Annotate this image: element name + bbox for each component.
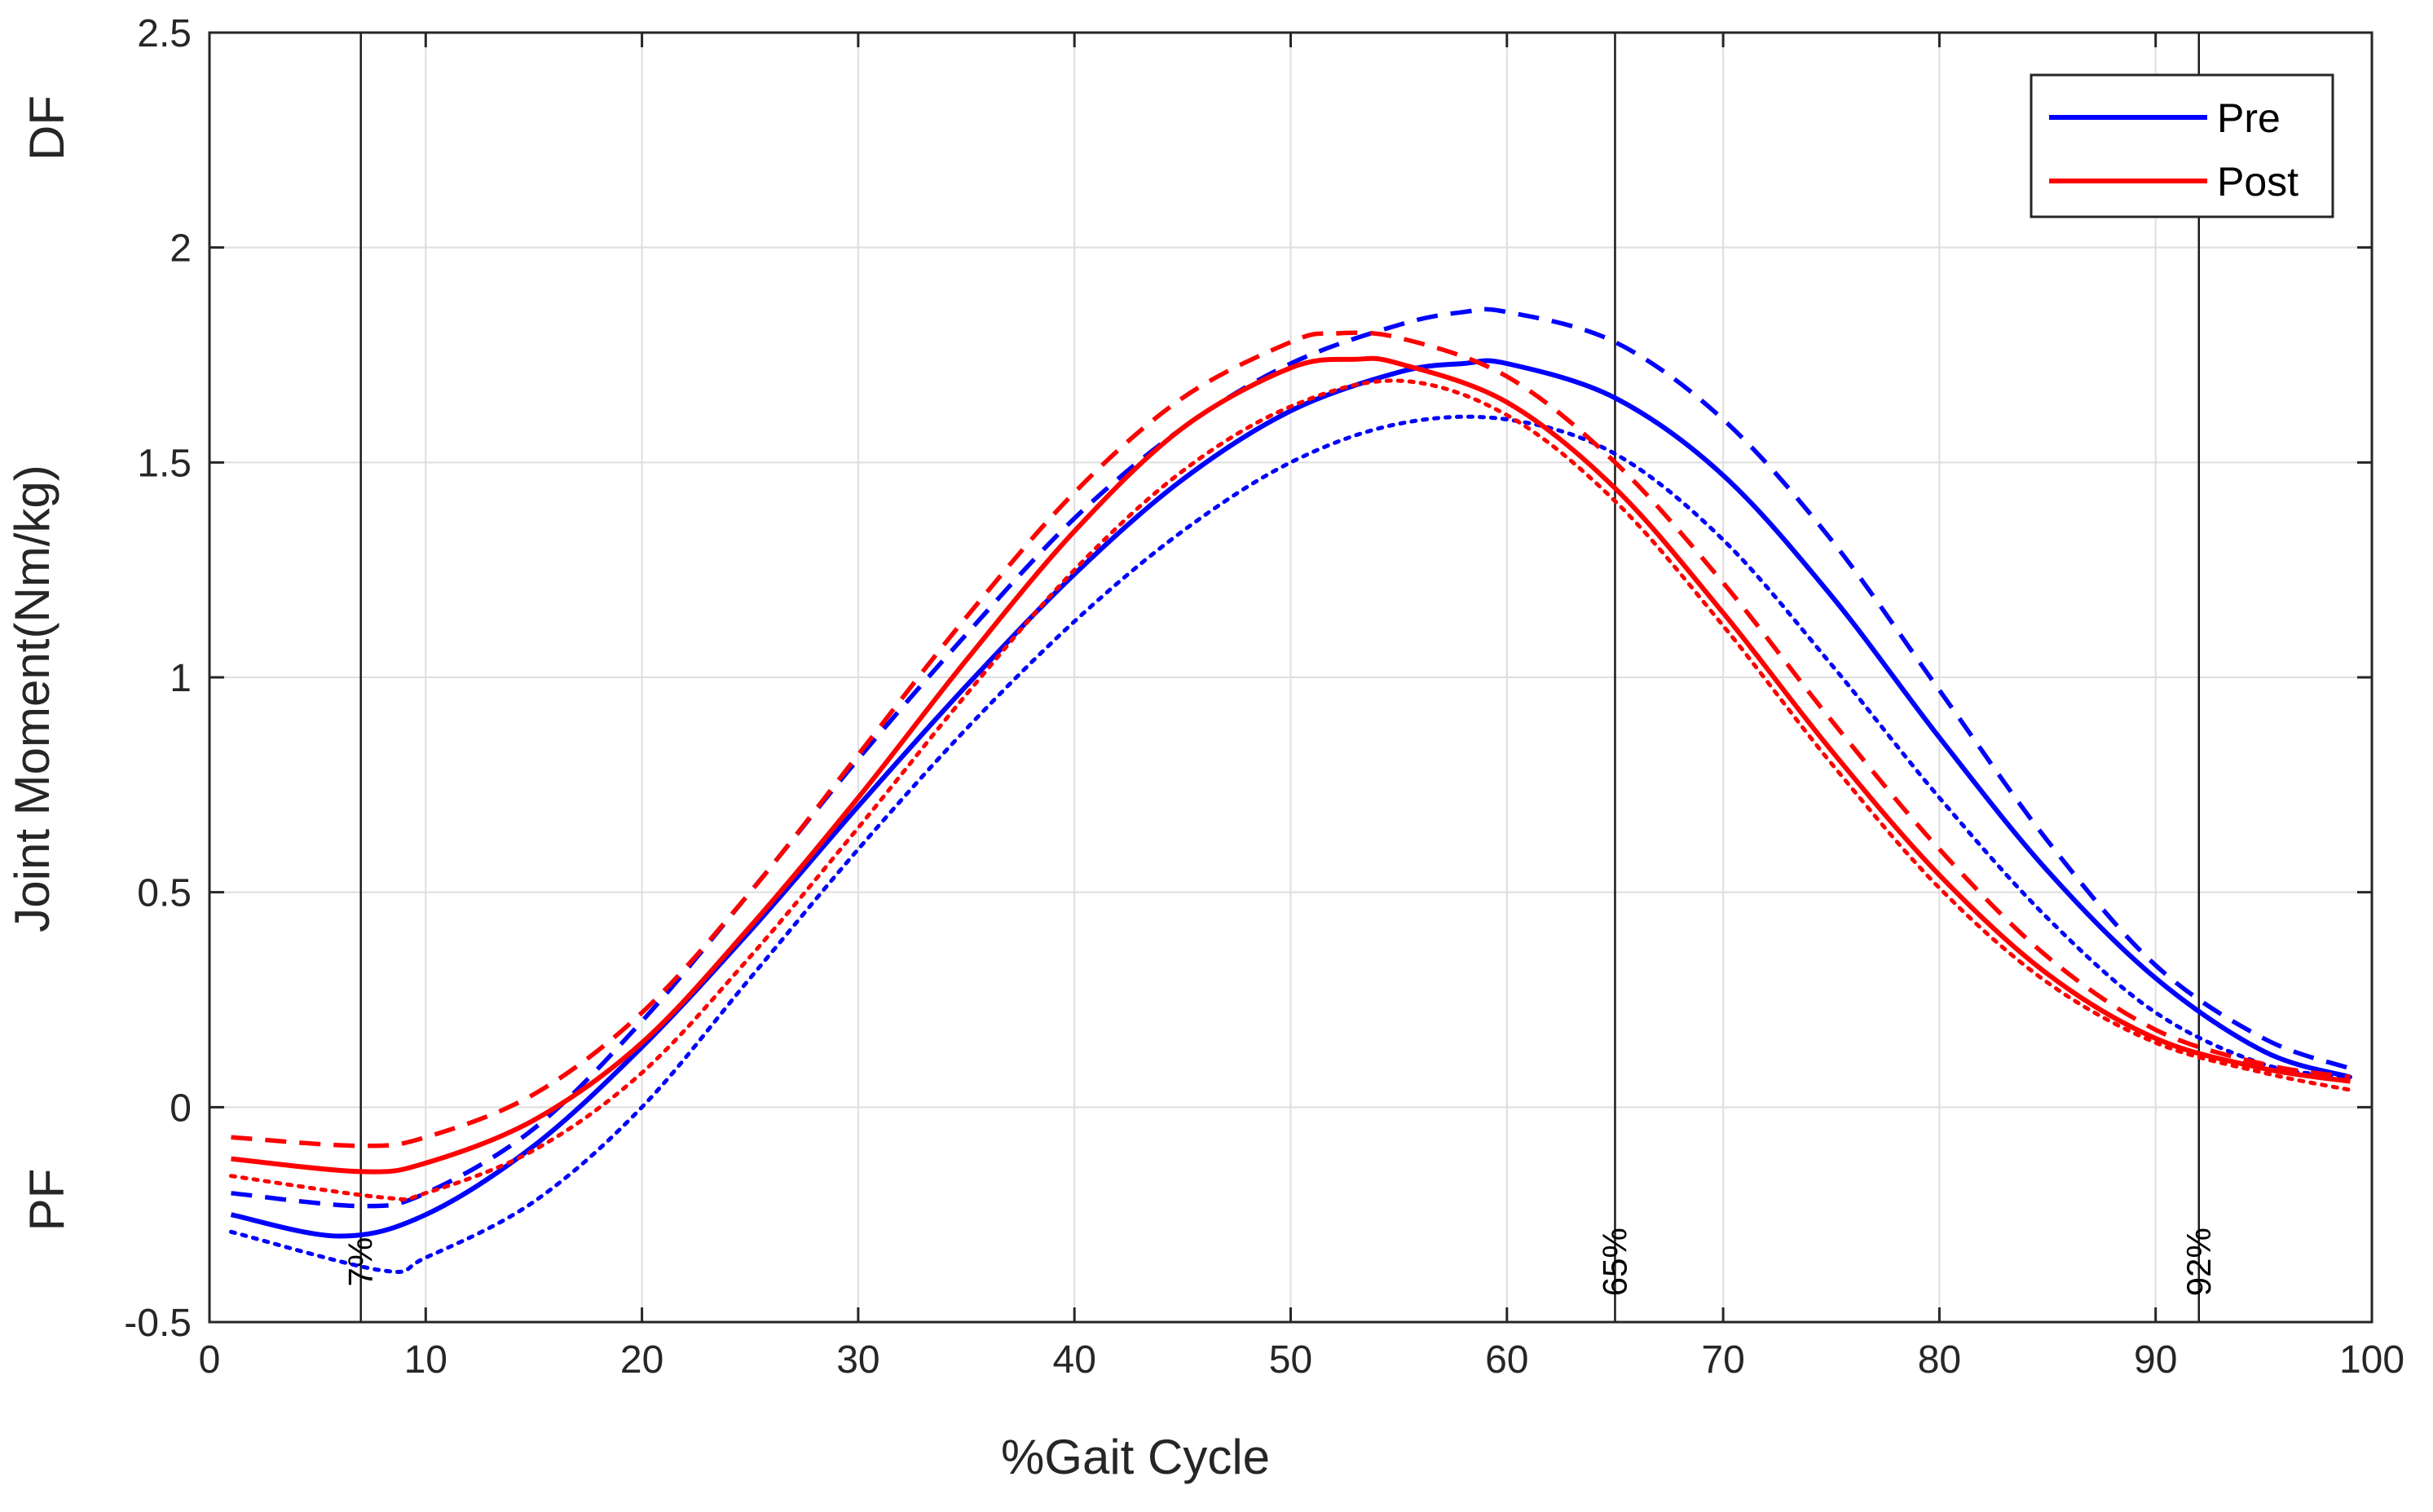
legend-box	[2030, 73, 2334, 218]
marker-label: 92%	[2180, 1228, 2218, 1296]
x-tick-label: 50	[1269, 1338, 1312, 1382]
pf-label: PF	[20, 1169, 74, 1232]
marker-label: 7%	[342, 1237, 380, 1287]
y-axis-label: Joint Moment(Nm/kg)	[5, 465, 60, 932]
series-line-pre-upper	[231, 306, 2351, 1209]
series-line-post-lower	[229, 378, 2352, 1202]
marker-label: 65%	[1595, 1228, 1633, 1296]
series-line-pre-mean	[230, 358, 2351, 1239]
grid	[209, 33, 2372, 1322]
x-tick-label: 70	[1701, 1338, 1744, 1382]
vertical-markers: 7% 65% 92%	[342, 33, 2218, 1322]
y-tick-label: 0.5	[137, 872, 192, 915]
x-tick-label: 80	[1918, 1338, 1961, 1382]
df-label: DF	[20, 95, 74, 161]
x-tick-label: 90	[2134, 1338, 2177, 1382]
legend-post-label: Post	[2217, 159, 2299, 205]
series-line-pre-lower	[229, 414, 2352, 1274]
x-tick-label: 30	[836, 1338, 879, 1382]
x-tick-label: 100	[2339, 1338, 2404, 1382]
series-line-post-upper	[231, 330, 2351, 1148]
y-tick-label: 1	[170, 657, 192, 700]
axis-ticks: 0 10 20 30 40 50 60 70 80 90 100-0.500.511.522.5	[124, 12, 2404, 1382]
x-tick-label: 20	[620, 1338, 663, 1382]
legend-pre-label: Pre	[2217, 95, 2281, 141]
x-tick-label: 10	[404, 1338, 447, 1382]
x-tick-label: 0	[199, 1338, 221, 1382]
y-tick-label: 2	[170, 227, 192, 271]
series-lines	[229, 306, 2352, 1274]
x-tick-label: 40	[1053, 1338, 1096, 1382]
series-line-post-mean	[231, 355, 2351, 1175]
x-tick-label: 60	[1485, 1338, 1528, 1382]
x-axis-label: %Gait Cycle	[1001, 1430, 1270, 1484]
y-tick-label: 0	[170, 1087, 192, 1130]
y-tick-label: 1.5	[137, 442, 192, 485]
legend: Pre Post	[2030, 73, 2334, 218]
y-tick-label: -0.5	[124, 1302, 192, 1345]
y-tick-label: 2.5	[137, 12, 192, 55]
